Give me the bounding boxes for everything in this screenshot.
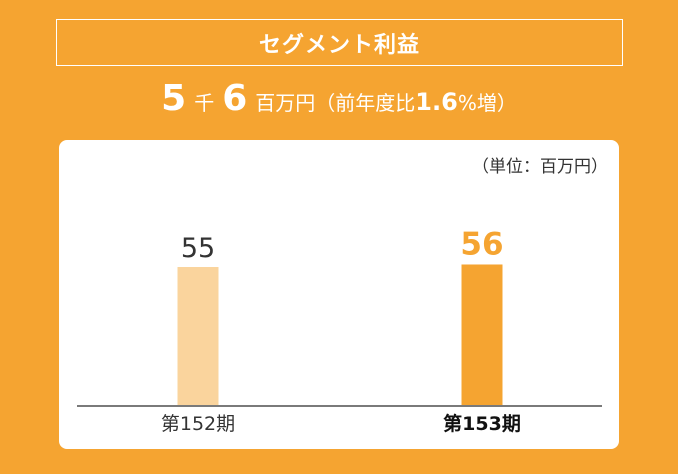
value-thousands: 5 xyxy=(161,78,187,119)
bar-value-label-2: 56 xyxy=(460,226,503,262)
bar-1 xyxy=(177,267,219,405)
yoy-suffix: %増） xyxy=(457,91,517,115)
value-thousands-unit: 千 xyxy=(194,91,215,115)
chart-card xyxy=(59,140,619,449)
value-millions-unit: 百万円 xyxy=(255,91,316,115)
unit-label: （単位：百万円） xyxy=(472,157,608,177)
yoy-value: 1.6 xyxy=(415,88,458,116)
bar-2 xyxy=(461,264,503,405)
category-label-1: 第152期 xyxy=(161,413,235,435)
segment-title: セグメント利益 xyxy=(56,19,623,66)
headline-value: 5 千 6 百万円 （前年度比 1.6 %増） xyxy=(0,78,678,126)
bar-value-label-1: 55 xyxy=(181,233,215,264)
value-millions: 6 xyxy=(222,78,248,119)
category-label-2: 第153期 xyxy=(443,412,521,435)
yoy-prefix: （前年度比 xyxy=(315,91,416,115)
